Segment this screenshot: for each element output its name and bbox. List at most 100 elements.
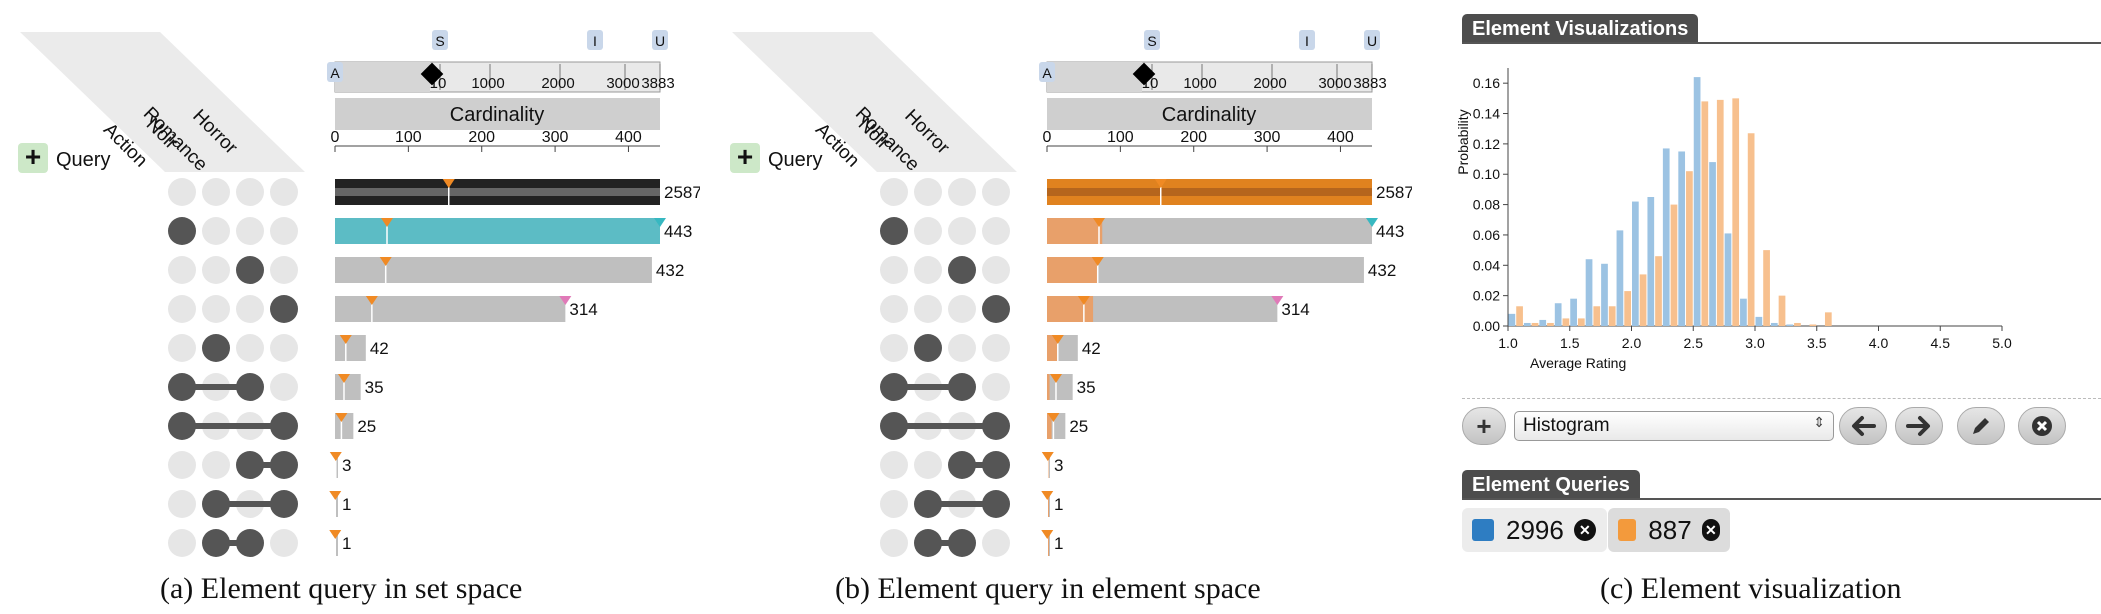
cardinality-header (335, 98, 660, 130)
query-marker-icon (365, 296, 378, 305)
cardinality-label: 25 (1069, 417, 1088, 436)
y-tick-label: 0.06 (1473, 227, 1500, 243)
remove-query-icon[interactable]: ✕ (1573, 519, 1596, 541)
set-empty-dot (236, 217, 264, 245)
set-empty-dot (880, 256, 908, 284)
slider-marker (1364, 30, 1380, 50)
axis-tick-label: 100 (1107, 129, 1134, 146)
caption-a: (a) Element query in set space (160, 572, 523, 605)
remove-visualization-button[interactable] (2018, 407, 2066, 445)
cardinality-label: 443 (1376, 222, 1404, 241)
set-empty-dot (982, 217, 1010, 245)
previous-button[interactable] (1839, 407, 1887, 445)
set-empty-dot (880, 529, 908, 557)
query-count: 2996 (1506, 514, 1564, 545)
slider-handle-icon[interactable] (420, 62, 444, 86)
set-member-dot (914, 334, 942, 362)
set-empty-dot (880, 334, 908, 362)
set-query-marker-icon (654, 218, 666, 227)
histogram-bar (1755, 316, 1763, 326)
query-marker-icon (1154, 179, 1167, 188)
histogram-bar (1709, 162, 1716, 326)
element-query-bar (1047, 257, 1098, 283)
histogram-bar (1794, 322, 1801, 326)
set-empty-dot (168, 529, 196, 557)
slider-marker (1299, 30, 1315, 50)
axis-tick-label: 300 (1254, 129, 1281, 146)
axis-tick-label: 400 (1327, 129, 1354, 146)
query-marker-icon (339, 335, 352, 344)
cardinality-bar[interactable] (335, 374, 361, 400)
cardinality-label: 3 (1054, 456, 1063, 475)
caption-b: (b) Element query in element space (835, 572, 1261, 605)
set-empty-dot (914, 256, 942, 284)
set-empty-dot (270, 256, 298, 284)
set-member-dot (982, 295, 1010, 323)
query-marker-icon (329, 491, 342, 500)
y-tick-label: 0.14 (1473, 106, 1500, 122)
query-marker-icon (1077, 296, 1090, 305)
cardinality-label: 42 (370, 339, 389, 358)
set-empty-dot (948, 334, 976, 362)
cardinality-bar[interactable] (1047, 374, 1073, 400)
query-marker-icon (337, 374, 350, 383)
close-circle-icon (2032, 416, 2052, 436)
element-visualizations-title: Element Visualizations (1462, 14, 1699, 44)
set-empty-dot (168, 451, 196, 479)
cardinality-bar[interactable] (335, 530, 338, 556)
slider-range (1047, 62, 1142, 92)
add-query-button[interactable]: + Query (18, 141, 110, 173)
y-tick-label: 0.02 (1473, 288, 1500, 304)
scale-tick-label: 2000 (1253, 75, 1286, 92)
slider-handle-icon[interactable] (1132, 62, 1156, 86)
slider-marker-label: I (593, 33, 597, 49)
edit-button[interactable] (1957, 407, 2005, 445)
visualization-type-select[interactable]: Histogram ⇕ (1514, 411, 1834, 441)
element-query-chip-orange[interactable]: 887 ✕ (1608, 508, 1730, 552)
histogram-bar (1531, 322, 1539, 326)
add-visualization-button[interactable]: + (1462, 407, 1506, 445)
x-tick-label: 3.0 (1745, 335, 1765, 351)
remove-query-icon[interactable]: ✕ (1701, 519, 1720, 541)
element-query-chip-blue[interactable]: 2996 ✕ (1462, 508, 1607, 552)
histogram-bar (1662, 148, 1670, 326)
set-member-dot (948, 256, 976, 284)
y-tick-label: 0.04 (1473, 257, 1500, 273)
add-query-button[interactable]: + Query (730, 141, 822, 173)
set-empty-dot (982, 334, 1010, 362)
histogram-bar (1701, 101, 1709, 326)
scale-tick-label: 1000 (1183, 75, 1216, 92)
axis-tick-label: 100 (395, 129, 422, 146)
next-button[interactable] (1895, 407, 1943, 445)
arrow-right-icon (1906, 416, 1930, 436)
histogram-bar (1655, 256, 1662, 326)
histogram-bar (1632, 201, 1639, 326)
plus-icon: + (737, 141, 753, 172)
slider-marker (652, 30, 668, 50)
y-tick-label: 0.16 (1473, 75, 1500, 91)
slider-marker (587, 30, 603, 50)
cardinality-bar[interactable] (335, 491, 338, 517)
element-query-bar (1047, 374, 1050, 400)
histogram-bar (1763, 250, 1770, 326)
slider-range (335, 62, 430, 92)
set-member-dot (880, 217, 908, 245)
y-tick-label: 0.08 (1473, 197, 1500, 213)
arrow-left-icon (1852, 416, 1876, 436)
set-empty-dot (168, 334, 196, 362)
query-marker-icon (1091, 257, 1104, 266)
set-empty-dot (982, 373, 1010, 401)
pink-marker-icon (1271, 296, 1284, 305)
set-empty-dot (914, 178, 942, 206)
query-color-swatch (1472, 519, 1494, 541)
caption-c: (c) Element visualization (1600, 572, 1902, 605)
histogram-bar (1554, 303, 1562, 326)
set-empty-dot (982, 529, 1010, 557)
cardinality-bar[interactable] (335, 413, 354, 439)
histogram-bar (1616, 230, 1624, 326)
query-marker-icon (442, 179, 455, 188)
cardinality-label: 432 (656, 261, 684, 280)
cardinality-bar[interactable] (335, 335, 366, 361)
set-empty-dot (202, 256, 230, 284)
